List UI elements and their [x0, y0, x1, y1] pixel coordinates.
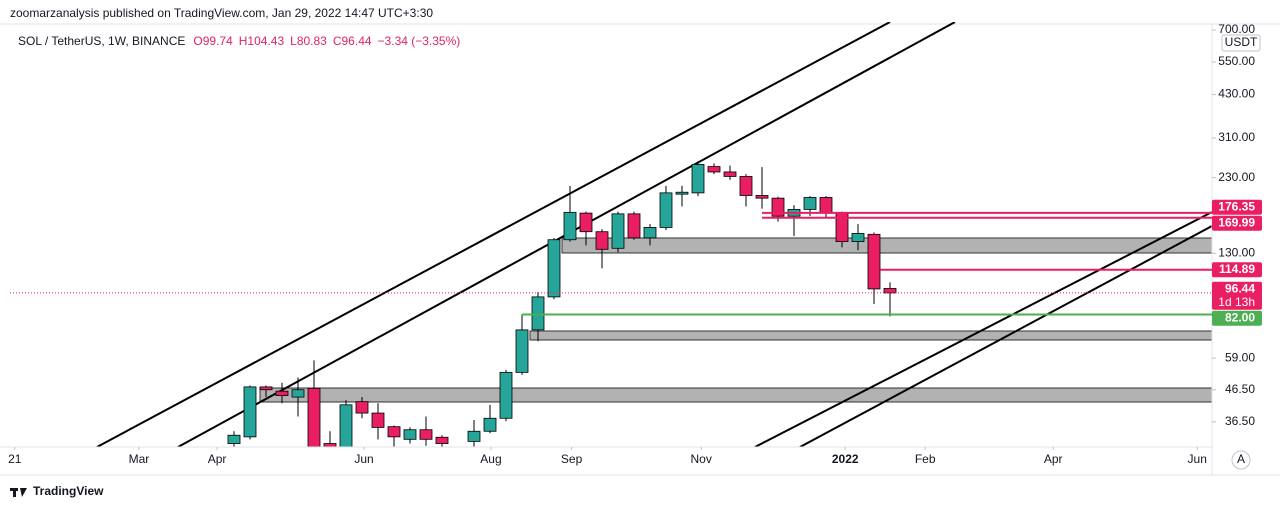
- candle-body: [707, 166, 721, 173]
- candle-body: [371, 412, 385, 428]
- candle-body: [867, 233, 881, 290]
- x-tick-label: Sep: [561, 452, 583, 466]
- candle-body: [883, 288, 897, 294]
- footer-brand: TradingView: [33, 484, 104, 498]
- candle-body: [435, 436, 449, 444]
- currency-box: [1221, 34, 1261, 52]
- candle-body: [547, 239, 561, 298]
- candle-body: [611, 213, 625, 249]
- auto-scale-button[interactable]: [1231, 450, 1251, 470]
- candle-body: [819, 197, 833, 214]
- candle-body: [467, 430, 481, 442]
- currency: USDT: [1225, 35, 1258, 49]
- price-label: 169.99: [1218, 215, 1255, 229]
- candle-body: [723, 171, 737, 177]
- support-zone: [529, 330, 1212, 341]
- candle-body: [227, 434, 241, 444]
- candle-body: [531, 296, 545, 331]
- candle-body: [355, 401, 369, 414]
- support-zone: [561, 237, 1212, 254]
- legend-value: −3.34 (−3.35%): [378, 34, 461, 48]
- candle-body: [259, 386, 273, 391]
- publish-header: zoomarzanalysis published on TradingView…: [10, 6, 433, 20]
- support-zone: [259, 387, 1212, 403]
- candle-body: [627, 213, 641, 239]
- x-tick-label: Aug: [480, 452, 501, 466]
- x-tick-label: 21: [8, 452, 22, 466]
- candle-body: [755, 195, 769, 199]
- candle-body: [339, 404, 353, 447]
- legend-value: C96.44: [333, 34, 372, 48]
- y-tick-label: 46.50: [1225, 382, 1255, 396]
- y-tick-label: 700.00: [1218, 22, 1255, 36]
- candle-body: [739, 176, 753, 196]
- candle-body: [691, 164, 705, 194]
- y-tick-label: 310.00: [1218, 130, 1255, 144]
- x-tick-label: Apr: [1044, 452, 1063, 466]
- candle-body: [579, 212, 593, 233]
- price-label-box: [1212, 262, 1262, 278]
- candle-body: [323, 443, 337, 447]
- candle-body: [483, 417, 497, 432]
- x-tick-label: Nov: [691, 452, 712, 466]
- x-tick-label: Jun: [1188, 452, 1207, 466]
- candle-body: [659, 192, 673, 228]
- candle-body: [275, 390, 289, 396]
- channel-line: [96, 22, 891, 447]
- x-tick-label: Feb: [915, 452, 936, 466]
- candle-body: [243, 386, 257, 438]
- x-tick-label: Apr: [208, 452, 227, 466]
- symbol-label: SOL / TetherUS, 1W, BINANCE: [18, 34, 185, 48]
- price-label: 176.35: [1218, 199, 1255, 213]
- candle-body: [675, 191, 689, 195]
- candle-body: [387, 426, 401, 438]
- price-label-box: [1212, 215, 1262, 231]
- candle-body: [307, 387, 321, 447]
- price-label: 114.89: [1219, 262, 1255, 276]
- candle-body: [595, 231, 609, 250]
- price-label: 96.44: [1225, 281, 1255, 295]
- candle-body: [643, 227, 657, 239]
- candle-body: [499, 371, 513, 419]
- candle-body: [403, 429, 417, 440]
- candle-body: [515, 329, 529, 373]
- y-tick-label: 130.00: [1218, 245, 1255, 259]
- candle-body: [291, 389, 305, 398]
- candle-body: [851, 233, 865, 242]
- candle-body: [803, 197, 817, 210]
- y-tick-label: 430.00: [1218, 87, 1255, 101]
- legend-value: L80.83: [290, 34, 327, 48]
- y-tick-label: 36.50: [1225, 414, 1255, 428]
- price-label-box: [1212, 281, 1262, 310]
- candle-body: [563, 211, 577, 241]
- price-label: 82.00: [1225, 310, 1255, 324]
- legend-value: H104.43: [239, 34, 285, 48]
- x-tick-label: Mar: [129, 452, 150, 466]
- legend-value: O99.74: [193, 34, 233, 48]
- channel-line: [799, 225, 1212, 447]
- y-tick-label: 59.00: [1225, 350, 1255, 364]
- y-tick-label: 230.00: [1218, 170, 1255, 184]
- candle-body: [419, 429, 433, 440]
- candle-body: [771, 197, 785, 217]
- channel-line: [754, 211, 1212, 447]
- countdown-label: 1d 13h: [1218, 295, 1255, 309]
- price-label-box: [1212, 310, 1262, 326]
- plot: [227, 161, 897, 447]
- tv-logo: [10, 488, 27, 497]
- drawings: [96, 22, 1212, 447]
- y-tick-label: 550.00: [1218, 54, 1255, 68]
- price-label-box: [1212, 199, 1262, 215]
- auto-scale-label[interactable]: A: [1237, 452, 1245, 466]
- x-tick-label: Jun: [354, 452, 373, 466]
- x-tick-label: 2022: [832, 452, 859, 466]
